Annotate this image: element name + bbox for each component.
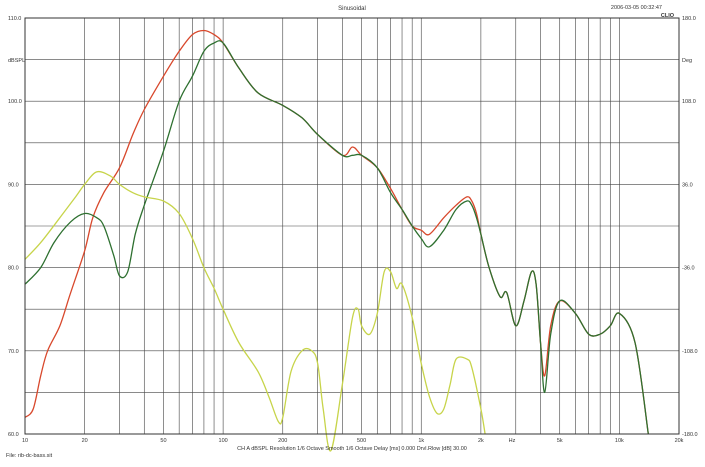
y-tick-label-right: -36.0 bbox=[682, 266, 695, 272]
y-axis-label-right: Deg bbox=[682, 58, 692, 64]
x-tick-label: 100 bbox=[219, 438, 228, 444]
y-tick-label-left: 100.0 bbox=[8, 99, 22, 105]
x-tick-label: 20 bbox=[82, 438, 88, 444]
x-tick-label: 2k bbox=[478, 438, 484, 444]
x-tick-label: 20k bbox=[675, 438, 684, 444]
footer-file: File: rib-dc-bass.sit bbox=[6, 453, 53, 459]
series-line-1 bbox=[24, 29, 649, 435]
y-tick-label-right: -108.0 bbox=[682, 349, 698, 355]
y-axis-label-left: dBSPL bbox=[8, 58, 25, 64]
x-tick-label: 5k bbox=[557, 438, 563, 444]
x-tick-label: 200 bbox=[278, 438, 287, 444]
y-tick-label-left: 70.0 bbox=[8, 349, 19, 355]
chart-title: Sinusoidal bbox=[338, 6, 366, 12]
y-tick-label-left: 90.0 bbox=[8, 182, 19, 188]
y-tick-label-left: 110.0 bbox=[8, 16, 21, 22]
tick-labels: 10 20 50 100 200 500 1k 2k 5k 10k 20k 110.0 100.0 90.… bbox=[8, 16, 698, 444]
x-tick-label: 50 bbox=[160, 438, 166, 444]
chart-timestamp: 2006-03-05 00:32:47 bbox=[611, 5, 662, 11]
series-layer bbox=[24, 29, 649, 452]
series-line-2 bbox=[24, 40, 649, 435]
y-tick-label-right: 180.0 bbox=[682, 16, 696, 22]
footer-measurement-info: CH A dBSPL Resolution 1/6 Octave Smooth … bbox=[237, 446, 467, 452]
x-tick-label: 10 bbox=[22, 438, 28, 444]
y-tick-label-right: -180.0 bbox=[682, 432, 698, 438]
y-tick-label-left: 60.0 bbox=[8, 432, 19, 438]
grid bbox=[24, 17, 680, 435]
x-tick-label: 500 bbox=[357, 438, 366, 444]
plot-frame bbox=[24, 17, 680, 435]
y-tick-label-right: 36.0 bbox=[682, 182, 693, 188]
y-tick-label-right: 108.0 bbox=[682, 99, 696, 105]
x-tick-label: 1k bbox=[418, 438, 424, 444]
series-line-3 bbox=[24, 170, 486, 452]
clio-logo: CLIO bbox=[661, 13, 675, 19]
x-axis-unit-label: Hz bbox=[509, 438, 516, 444]
x-tick-label: 10k bbox=[615, 438, 624, 444]
y-tick-label-left: 80.0 bbox=[8, 266, 19, 272]
